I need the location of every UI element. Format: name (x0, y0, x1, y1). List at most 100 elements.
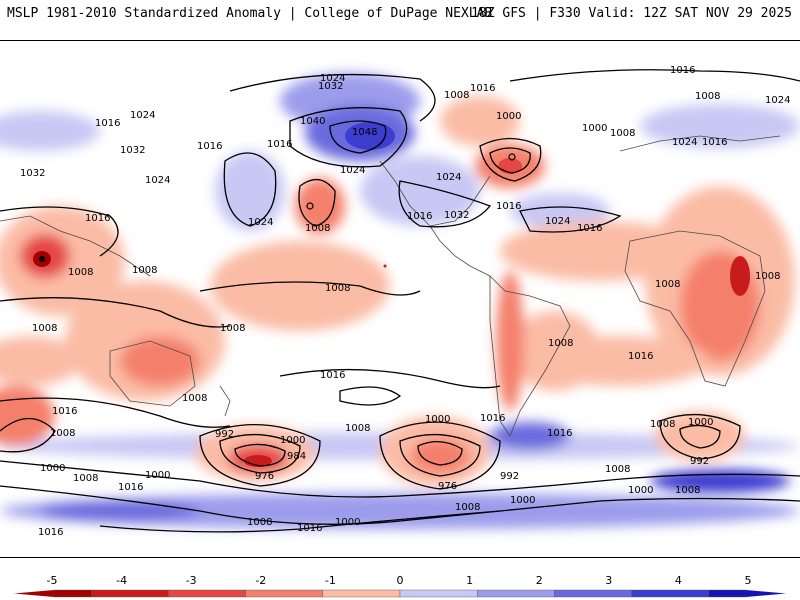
isobar-label: 1000 (688, 417, 713, 428)
isobar-label: 984 (287, 451, 306, 462)
colorbar-tick-label: 0 (397, 574, 404, 587)
isobar-1008-tropical (0, 297, 231, 328)
negative-anomaly-region (0, 336, 80, 386)
low-center-marker (508, 153, 516, 161)
anomaly-shading (0, 73, 800, 529)
isobar-label: 976 (438, 481, 457, 492)
isobar-984-low (219, 433, 301, 474)
isobar-label: 1016 (407, 211, 432, 222)
colorbar-swatch (322, 589, 401, 598)
negative-anomaly-region (500, 221, 700, 281)
model-run-title: 18Z GFS | F330 Valid: 12Z SAT NOV 29 202… (471, 6, 792, 21)
isobar-976-low-2 (417, 441, 463, 466)
isobar-label: 1016 (480, 413, 505, 424)
australia-coast (109, 340, 196, 407)
positive-anomaly-region (640, 104, 800, 148)
isobar-1000-southern-ocean (0, 485, 800, 525)
low-center-marker (306, 202, 314, 210)
isobar-1048-high (329, 120, 387, 154)
isobar-label: 1016 (496, 201, 521, 212)
north-america-coast (379, 160, 491, 227)
coastlines (0, 135, 781, 437)
isobar-label: 992 (690, 456, 709, 467)
isobar-label: 1008 (444, 90, 469, 101)
map-canvas: 1024 1032 1016 1008 1016 1008 1024 1024 … (0, 65, 800, 538)
isobar-label: 1024 (672, 137, 697, 148)
colorbar-swatch (708, 589, 747, 598)
isobar-label: 1016 (118, 482, 143, 493)
isobar-1016-arctic (509, 69, 800, 82)
isobar-label: 1008 (305, 223, 330, 234)
isobar-labels: 1024 1032 1016 1008 1016 1008 1024 1024 … (20, 65, 790, 538)
isobar-992-low-2 (399, 433, 481, 477)
negative-anomaly-region (210, 241, 390, 331)
pressure-centers (39, 153, 516, 268)
isobar-1000-low (379, 421, 501, 490)
isobar-1016-south (0, 397, 231, 428)
isobar-label: 1000 (40, 463, 65, 474)
isobar-label: 1016 (702, 137, 727, 148)
negative-anomaly-region (410, 438, 470, 474)
isobar-low-atlantic (479, 137, 542, 182)
anomaly-map: 1024 1032 1016 1008 1016 1008 1024 1024 … (0, 40, 800, 558)
negative-anomaly-region (0, 386, 55, 446)
colorbar-tick-label: 1 (466, 574, 473, 587)
colorbar-tick-label: -2 (255, 574, 266, 587)
colorbar-tick-label: 4 (675, 574, 682, 587)
isobar-label: 1024 (340, 165, 365, 176)
isobar-label: 1008 (675, 485, 700, 496)
central-america-coast (429, 225, 491, 277)
positive-anomaly-region (0, 493, 800, 529)
isobar-992-low (199, 424, 321, 487)
isobar-low-atlantic-inner (489, 147, 531, 174)
colorbar-swatch (477, 589, 555, 598)
isobar-label: 1032 (120, 145, 145, 156)
isobar-label: 1016 (297, 523, 322, 534)
colorbar-tick-label: 5 (745, 574, 752, 587)
colorbar: -5 -4 -3 -2 -1 0 1 2 3 4 5 (14, 574, 786, 598)
isobar-label: 1008 (605, 464, 630, 475)
isobar-contours (0, 69, 800, 533)
isobar-label: 1016 (670, 65, 695, 76)
isobar-label: 1032 (444, 210, 469, 221)
isobar-label: 1024 (130, 110, 155, 121)
europe-coast (619, 135, 781, 152)
colorbar-swatch (631, 589, 709, 598)
colorbar-swatch (554, 589, 632, 598)
isobar-label: 1008 (132, 265, 157, 276)
isobar-1040-high (289, 107, 408, 168)
isobar-high-cell (339, 386, 402, 406)
colorbar-ticks: -5 -4 -3 -2 -1 0 1 2 3 4 5 (47, 574, 752, 587)
isobar-label: 1008 (755, 271, 780, 282)
colorbar-tick-label: 3 (605, 574, 612, 587)
isobar-label: 1000 (145, 470, 170, 481)
isobar-label: 1016 (95, 118, 120, 129)
isobar-label: 1016 (628, 351, 653, 362)
isobar-label: 1008 (548, 338, 573, 349)
isobar-label: 976 (255, 471, 274, 482)
colorbar-tick-label: -3 (186, 574, 197, 587)
isobar-label: 1000 (628, 485, 653, 496)
isobar-label: 1008 (345, 423, 370, 434)
isobar-1008-southern-ocean (0, 460, 800, 498)
isobar-label: 1000 (280, 435, 305, 446)
isobar-label: 1016 (547, 428, 572, 439)
isobar-label: 992 (215, 429, 234, 440)
isobar-976-low (234, 443, 286, 467)
isobar-992-low-indian (679, 424, 721, 449)
low-center-marker (383, 264, 387, 268)
isobar-label: 1008 (220, 323, 245, 334)
isobar-label: 1040 (300, 116, 325, 127)
isobar-label: 1000 (425, 414, 450, 425)
positive-anomaly-region (0, 111, 100, 151)
isobar-label: 1024 (545, 216, 570, 227)
isobar-1016-south-pacific (279, 368, 501, 389)
negative-anomaly-region (440, 96, 520, 146)
colorbar-arrow-right (746, 590, 786, 597)
colorbar-swatches (14, 589, 786, 598)
isobar-low-west (0, 418, 56, 453)
strong-positive-core (345, 122, 395, 150)
isobar-label: 1016 (52, 406, 77, 417)
isobar-label: 1024 (145, 175, 170, 186)
positive-anomaly-region (510, 193, 610, 229)
